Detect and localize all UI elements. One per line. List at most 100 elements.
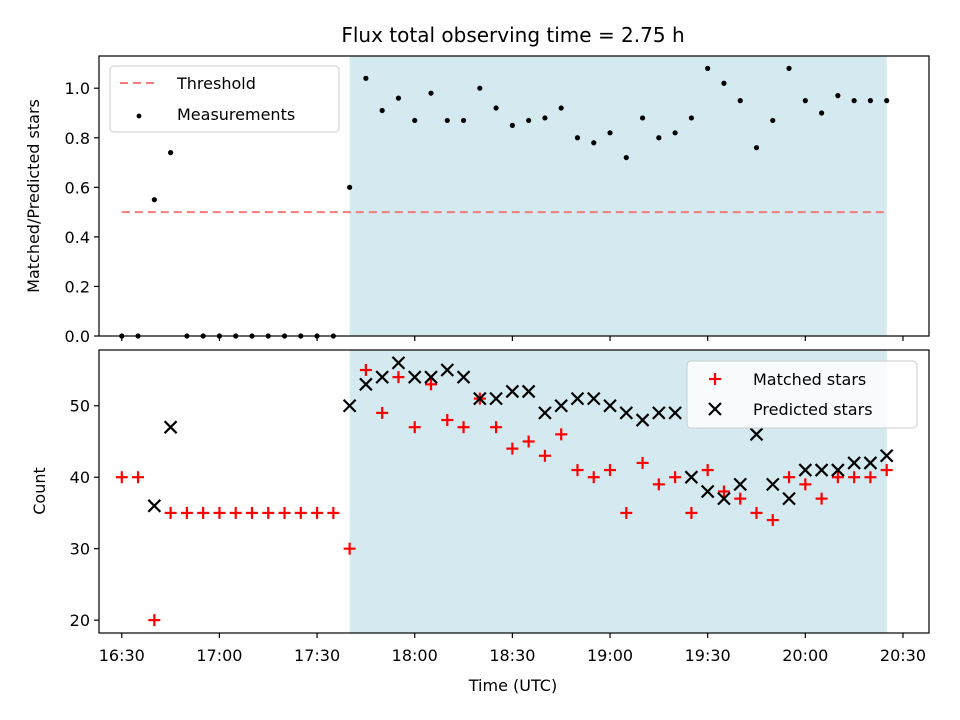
top-panel: 0.0 0.2 0.4 0.6 0.8 1.0 Matched/Predicted sta… — [24, 55, 930, 346]
measurement-point — [168, 150, 174, 156]
measurement-point — [753, 145, 760, 151]
predicted-star-point — [505, 384, 520, 399]
bottom-legend: Matched stars Predicted stars — [686, 360, 918, 429]
measurement-point — [867, 98, 874, 104]
measurement-point — [786, 65, 792, 71]
predicted-star-point — [424, 370, 438, 384]
matched-star-point — [587, 471, 600, 484]
matched-star-point — [669, 471, 682, 484]
measurement-point — [509, 122, 515, 128]
legend-measurements-label: Measurements — [177, 105, 295, 124]
measurement-point — [460, 117, 467, 124]
matched-star-point — [376, 406, 389, 419]
predicted-star-point — [619, 406, 634, 420]
predicted-star-point — [814, 463, 829, 477]
predicted-star-point — [359, 377, 373, 392]
x-tick-label: 20:00 — [782, 646, 828, 665]
predicted-star-point — [603, 398, 617, 413]
matched-star-point — [262, 506, 275, 519]
matched-star-point — [115, 471, 128, 484]
matched-star-point — [180, 506, 193, 519]
measurement-point — [477, 85, 483, 91]
predicted-star-point — [684, 470, 699, 484]
predicted-star-point — [749, 427, 764, 442]
top-plot-frame — [98, 55, 930, 337]
bottom-y-ticks: 20 30 40 50 — [70, 397, 99, 630]
measurement-point — [851, 98, 857, 104]
legend-predicted-swatch — [708, 402, 722, 416]
matched-star-point — [327, 506, 340, 519]
measurement-point — [623, 154, 629, 161]
matched-star-point — [831, 471, 844, 484]
measurement-point — [526, 117, 532, 124]
predicted-star-point — [586, 391, 601, 406]
predicted-star-point — [798, 463, 813, 477]
predicted-stars-points — [147, 356, 894, 513]
matched-star-point — [620, 506, 633, 519]
matched-star-point — [880, 464, 893, 477]
predicted-star-point — [375, 370, 389, 384]
predicted-star-point — [489, 391, 503, 406]
bottom-x-ticks: 16:30 17:00 17:30 18:00 18:30 19:00 19:30 20:00… — [99, 633, 926, 665]
x-tick-label: 17:00 — [196, 646, 242, 665]
x-tick-label: 19:00 — [587, 646, 633, 665]
matched-star-point — [278, 506, 291, 519]
matched-star-point — [164, 506, 177, 519]
predicted-star-point — [407, 370, 422, 384]
bottom-legend-box — [686, 360, 918, 429]
measurement-point — [656, 135, 662, 141]
predicted-star-point — [831, 463, 845, 477]
measurement-point — [639, 115, 646, 121]
matched-star-point — [815, 492, 828, 505]
measurement-point — [770, 117, 776, 124]
predicted-star-point — [554, 398, 568, 413]
bottom-y-tick-label: 30 — [70, 540, 90, 559]
matched-star-point — [701, 464, 714, 477]
predicted-star-point — [700, 484, 715, 499]
x-tick-label: 16:30 — [99, 646, 145, 665]
top-highlight-span — [349, 56, 887, 336]
measurement-point — [395, 95, 402, 101]
measurement-point — [428, 90, 434, 96]
matched-star-point — [425, 378, 437, 391]
measurement-point — [721, 80, 727, 86]
matched-star-point — [359, 364, 372, 377]
measurement-point — [379, 107, 385, 114]
predicted-star-point — [635, 413, 650, 427]
predicted-star-point — [879, 448, 894, 463]
x-tick-label: 17:30 — [294, 646, 340, 665]
legend-matched-label: Matched stars — [753, 370, 866, 389]
measurement-point — [802, 98, 808, 104]
matched-star-point — [213, 506, 226, 519]
legend-threshold-label: Threshold — [176, 74, 256, 93]
matched-star-point — [750, 506, 763, 519]
predicted-star-point — [163, 420, 178, 434]
predicted-star-point — [863, 456, 878, 470]
measurement-point — [835, 93, 841, 99]
predicted-star-point — [765, 477, 780, 492]
top-y-tick-label: 0.2 — [65, 277, 90, 296]
measurement-point — [493, 105, 499, 111]
chart-title: Flux total observing time = 2.75 h — [341, 23, 684, 47]
matched-star-point — [783, 471, 796, 484]
top-y-tick-label: 0.0 — [65, 327, 90, 346]
predicted-star-point — [147, 499, 162, 513]
matched-star-point — [408, 421, 421, 434]
matched-star-point — [571, 464, 584, 477]
measurement-point — [347, 184, 353, 190]
predicted-star-point — [473, 391, 487, 406]
legend-predicted-label: Predicted stars — [753, 400, 873, 419]
measurement-point — [444, 117, 450, 124]
x-axis-label: Time (UTC) — [468, 676, 557, 695]
top-y-tick-label: 0.8 — [65, 129, 90, 148]
matched-star-point — [245, 506, 258, 519]
matched-star-point — [132, 471, 145, 484]
top-y-tick-label: 1.0 — [65, 79, 90, 98]
predicted-star-point — [538, 406, 552, 420]
measurement-point — [818, 110, 825, 116]
legend-matched-swatch — [709, 373, 721, 385]
matched-star-point — [441, 414, 454, 427]
measurement-point — [363, 75, 369, 81]
x-tick-label: 18:00 — [392, 646, 438, 665]
measurement-point — [672, 130, 678, 136]
